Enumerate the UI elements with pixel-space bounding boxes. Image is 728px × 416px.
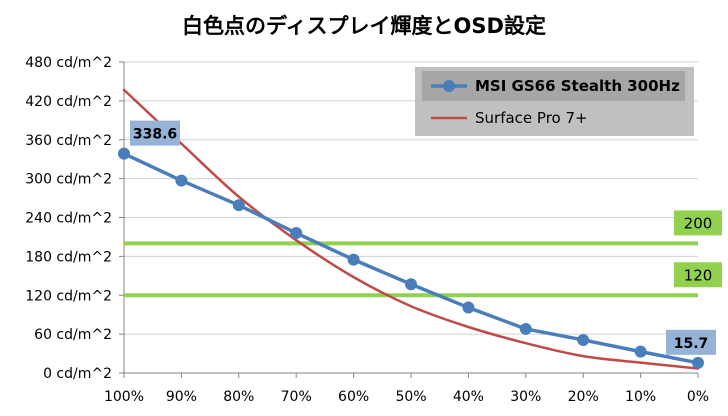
legend-swatch-msi-marker	[443, 80, 455, 92]
data-label-box	[130, 120, 180, 146]
data-label-box	[666, 329, 716, 355]
series-point-0	[290, 227, 303, 240]
series-point-0	[175, 174, 188, 187]
x-tick-label: 70%	[281, 389, 312, 405]
series-point-0	[519, 322, 532, 335]
x-tick-labels: 100% 90% 80% 70% 60% 50% 40% 30% 20% 10% 0%	[104, 389, 709, 405]
x-tick-label: 40%	[453, 389, 484, 405]
series-point-0	[634, 345, 647, 358]
y-tick-label: 180 cd/m^2	[25, 249, 112, 265]
series-point-0	[405, 278, 417, 291]
x-tick-label: 80%	[223, 389, 254, 405]
data-labels: 338.6 15.7	[130, 120, 716, 355]
data-label: 15.7	[674, 336, 709, 352]
y-tick-label: 120 cd/m^2	[25, 288, 112, 304]
x-tick-label: 60%	[338, 389, 369, 405]
reference-lines: 200 120	[124, 210, 722, 298]
reference-label-120: 120	[684, 266, 713, 284]
series-point-0	[577, 333, 590, 346]
x-tick-label: 20%	[568, 389, 599, 405]
series-point-0	[347, 253, 360, 266]
y-tick-label: 240 cd/m^2	[25, 211, 112, 227]
legend-label-msi: MSI GS66 Stealth 300Hz	[475, 77, 680, 95]
series-point-0	[232, 199, 245, 212]
x-tick-label: 30%	[510, 389, 541, 405]
reference-label-200: 200	[684, 214, 713, 232]
x-tick-label: 50%	[395, 389, 426, 405]
series-point-0	[118, 147, 130, 160]
chart-title: 白色点のディスプレイ輝度とOSD設定	[182, 14, 546, 38]
series-lines	[118, 88, 704, 370]
y-tick-label: 60 cd/m^2	[34, 327, 112, 343]
x-tick-label: 100%	[104, 389, 144, 405]
reference-label-box-120	[674, 262, 722, 288]
y-tick-labels: 0 cd/m^2 60 cd/m^2 120 cd/m^2 180 cd/m^2 240…	[25, 55, 112, 382]
series-point-0	[692, 356, 704, 369]
y-tick-label: 300 cd/m^2	[25, 172, 112, 188]
x-tick-label: 0%	[687, 389, 709, 405]
x-tick-label: 10%	[625, 389, 656, 405]
axes	[123, 62, 699, 378]
legend: MSI GS66 Stealth 300Hz Surface Pro 7+	[415, 67, 694, 136]
series-line-1	[122, 88, 700, 370]
series-point-0	[462, 301, 475, 314]
y-tick-label: 420 cd/m^2	[25, 94, 112, 110]
y-tick-label: 0 cd/m^2	[43, 366, 112, 382]
reference-label-box-200	[674, 210, 722, 236]
y-tick-label: 480 cd/m^2	[25, 55, 112, 71]
y-tick-label: 360 cd/m^2	[25, 133, 112, 149]
x-tick-label: 90%	[166, 389, 197, 405]
data-label: 338.6	[133, 127, 177, 143]
legend-label-surface: Surface Pro 7+	[475, 109, 588, 127]
